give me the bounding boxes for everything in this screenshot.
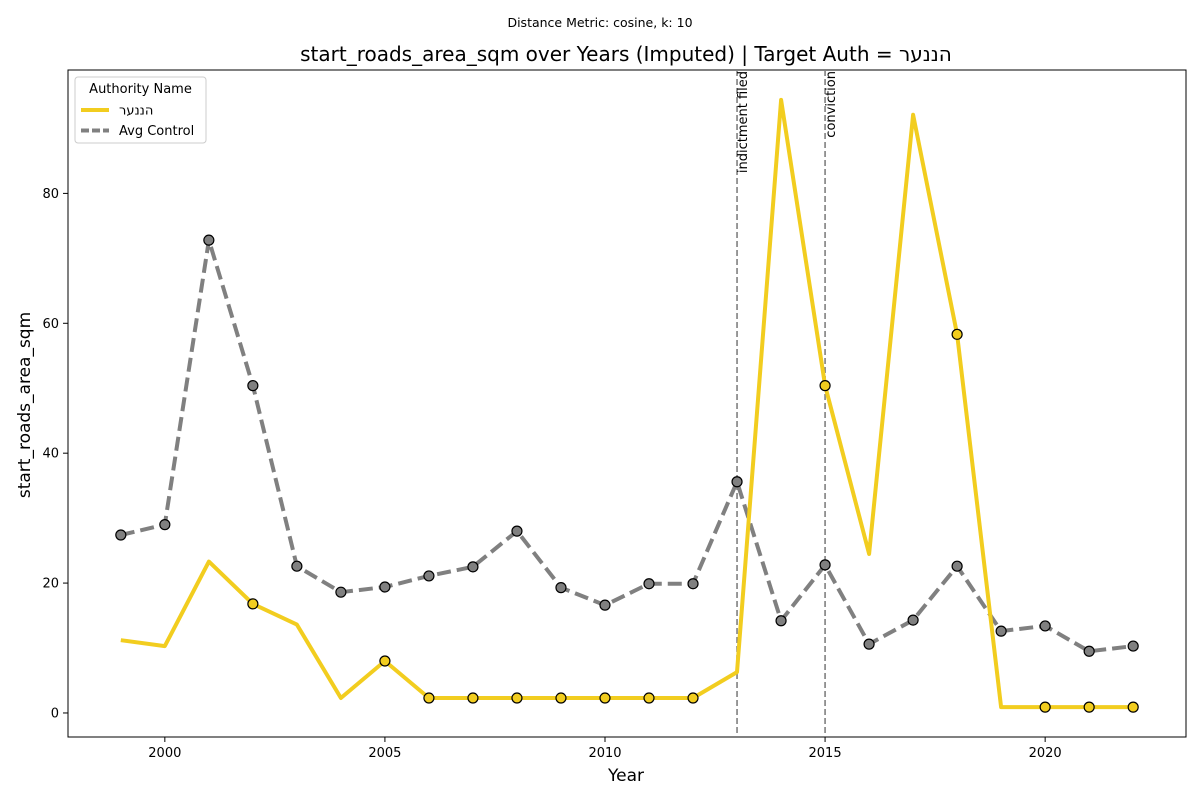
data-point [511,692,523,704]
data-point [291,560,303,572]
chart-suptitle: Distance Metric: cosine, k: 10 [507,15,692,30]
data-point [775,615,787,627]
data-point [907,614,919,626]
y-tick-label: 20 [42,577,59,592]
plot-area: 2000 2005 2010 2015 2020 0 20 40 60 80 indictment … [42,69,1187,761]
data-point [687,578,699,590]
data-point [819,380,831,392]
x-tick-label: 2010 [588,746,621,761]
data-point [599,692,611,704]
legend: Authority Name הננער Avg Control [74,76,207,144]
axes-frame [67,69,1187,738]
data-point [731,476,743,488]
event-label: conviction [824,71,839,138]
data-point [599,599,611,611]
x-tick-label: 2005 [368,746,401,761]
data-point [423,692,435,704]
data-point [863,638,875,650]
data-point [247,380,259,392]
legend-box [74,76,207,144]
y-tick-label: 80 [42,187,59,202]
data-point [1083,701,1095,713]
x-tick-label: 2000 [148,746,181,761]
y-tick-label: 0 [51,706,59,721]
data-point [203,234,215,246]
data-point [951,328,963,340]
data-point [643,692,655,704]
x-axis-label: Year [607,766,644,786]
data-point [115,529,127,541]
data-point [1039,701,1051,713]
x-tick-label: 2015 [809,746,842,761]
legend-entry-label: הננער [119,104,153,119]
data-point [467,692,479,704]
data-point [379,655,391,667]
data-point [995,625,1007,637]
data-point [159,519,171,531]
data-point [1083,645,1095,657]
chart-title: start_roads_area_sqm over Years (Imputed… [300,42,952,66]
data-point [335,586,347,598]
data-point [511,525,523,537]
y-axis-label: start_roads_area_sqm [15,312,35,498]
y-tick-label: 40 [42,447,59,462]
data-point [555,582,567,594]
x-tick-label: 2020 [1029,746,1062,761]
data-point [467,561,479,573]
y-tick-label: 60 [42,317,59,332]
data-point [819,559,831,571]
legend-entry-label: Avg Control [119,124,194,139]
data-point [1039,620,1051,632]
data-point [1127,640,1139,652]
series-line [120,97,1134,710]
data-point [687,692,699,704]
data-point [247,598,259,610]
data-point [1127,701,1139,713]
data-point [643,578,655,590]
legend-title: Authority Name [89,82,192,97]
data-point [951,560,963,572]
event-label: indictment filed [736,71,751,173]
data-point [379,581,391,593]
data-point [555,692,567,704]
data-point [423,570,435,582]
